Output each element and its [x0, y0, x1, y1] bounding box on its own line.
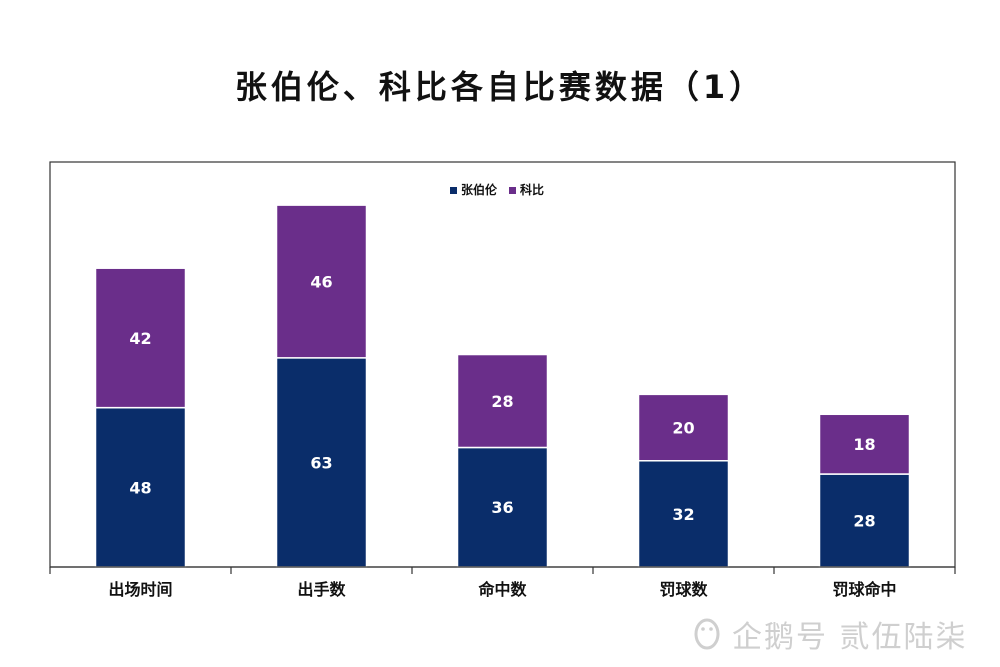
- legend-label: 张伯伦: [461, 182, 498, 197]
- data-label: 36: [491, 498, 513, 517]
- data-label: 18: [853, 435, 875, 454]
- chart-title: 张伯伦、科比各自比赛数据（1）: [234, 68, 766, 106]
- data-label: 42: [129, 329, 151, 348]
- bars: 48 42 63 46 36 28 32 20 28 18: [94, 204, 911, 568]
- x-tick-label: 罚球命中: [832, 580, 896, 599]
- bar-series2-5: [818, 413, 911, 475]
- legend-swatch: [509, 187, 516, 194]
- bar-series2-1: [94, 267, 187, 409]
- x-tick-label: 命中数: [477, 580, 527, 599]
- legend-swatch: [450, 187, 457, 194]
- penguin-icon: [694, 618, 720, 650]
- data-label: 46: [310, 272, 332, 291]
- data-label: 32: [672, 505, 694, 524]
- bar-series1-5: [818, 473, 911, 568]
- bar-series1-4: [637, 460, 730, 568]
- bar-series2-3: [456, 353, 549, 449]
- x-tick-label: 罚球数: [659, 580, 708, 599]
- watermark-text: 企鹅号 贰伍陆柒: [732, 620, 968, 655]
- bar-series2-2: [275, 204, 368, 359]
- legend-label: 科比: [520, 182, 544, 197]
- x-tick-label: 出场时间: [108, 580, 172, 599]
- data-label: 28: [853, 512, 875, 531]
- bar-series1-3: [456, 446, 549, 568]
- x-tick-label: 出手数: [297, 580, 346, 599]
- data-label: 28: [491, 392, 513, 411]
- bar-series2-4: [637, 393, 730, 462]
- bar-series1-2: [275, 357, 368, 568]
- data-label: 20: [672, 419, 694, 438]
- data-label: 63: [310, 453, 332, 472]
- watermark: 企鹅号 贰伍陆柒: [690, 612, 968, 656]
- legend: 张伯伦 科比: [450, 182, 544, 197]
- bar-series1-1: [94, 406, 187, 568]
- x-axis: 出场时间 出手数 命中数 罚球数 罚球命中: [49, 566, 956, 599]
- data-label: 48: [129, 478, 151, 497]
